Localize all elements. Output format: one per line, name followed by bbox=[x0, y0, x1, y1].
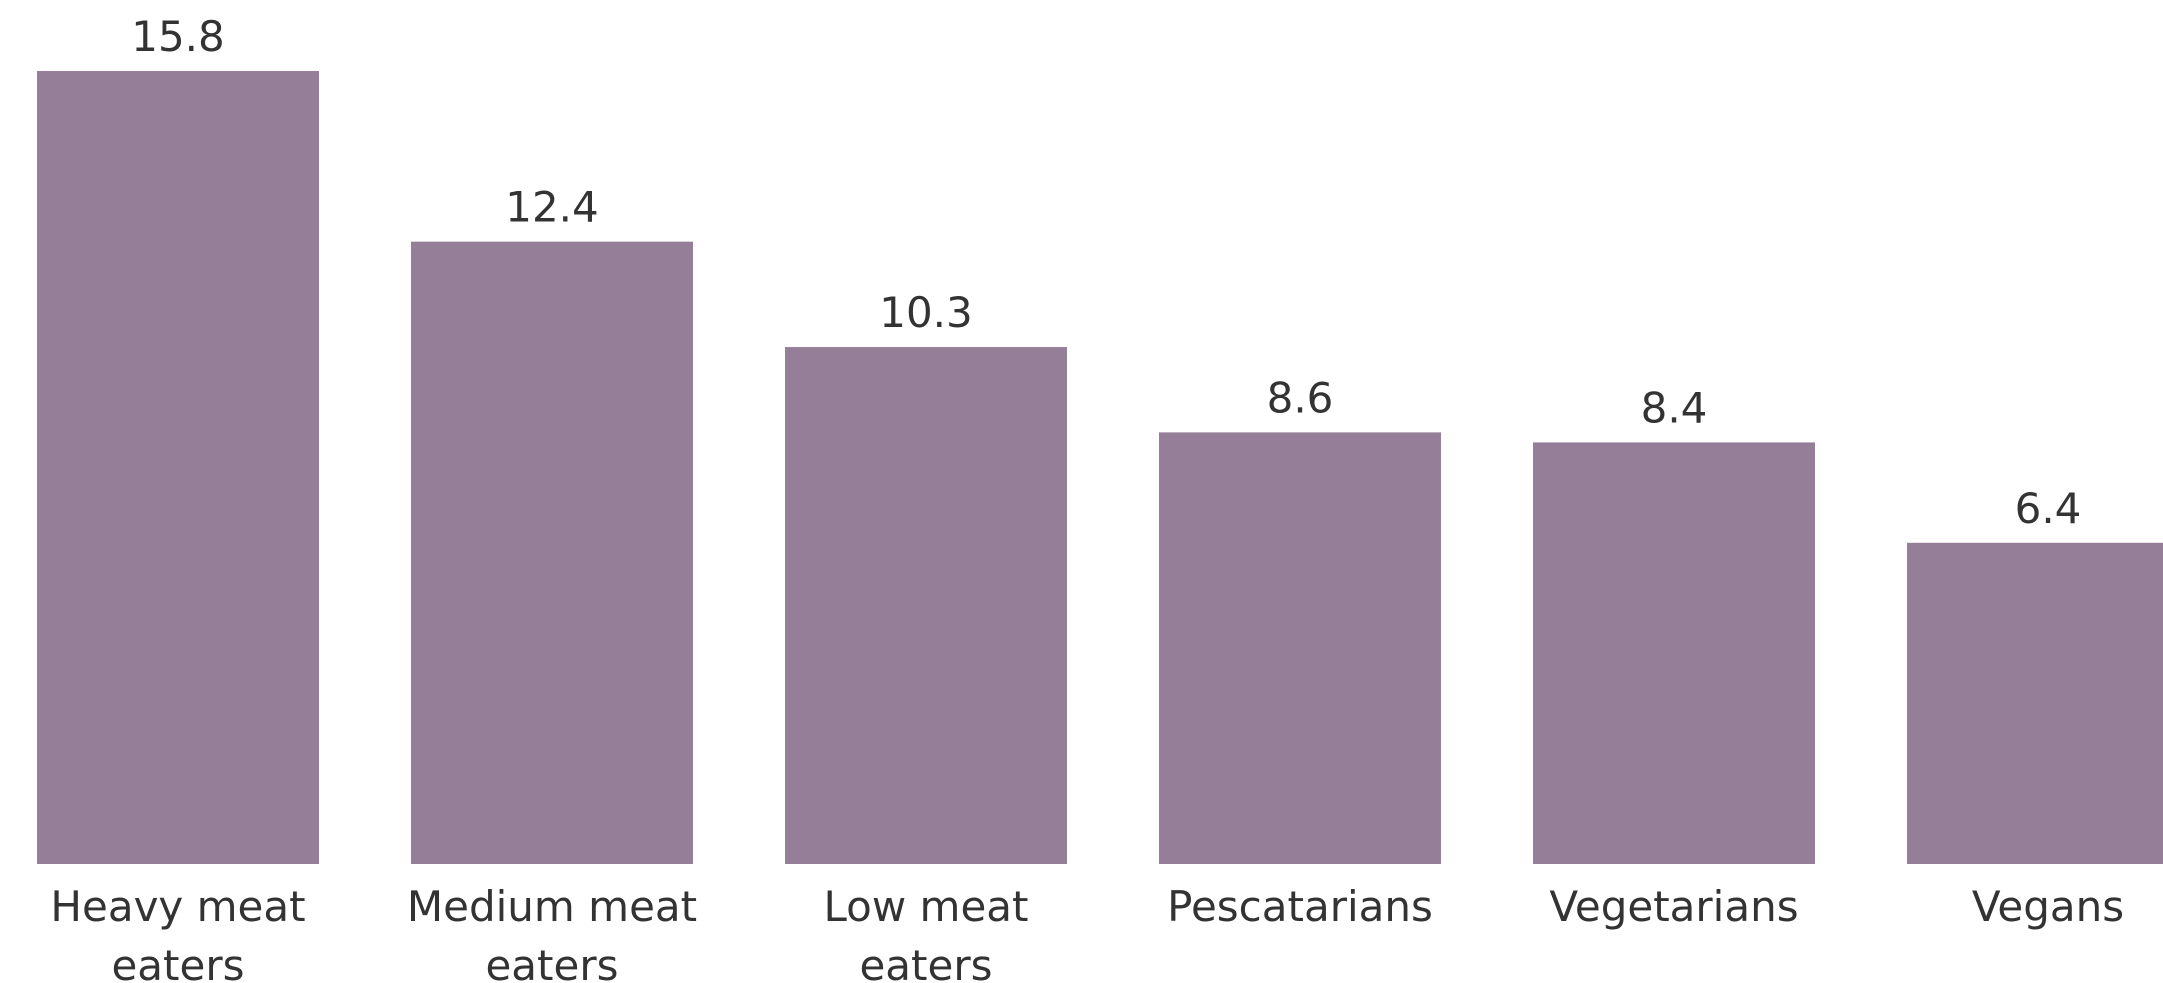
category-label-line: Heavy meat bbox=[50, 882, 305, 931]
category-label: Heavy meat eaters bbox=[50, 882, 305, 983]
value-labels-group: 15.8 12.4 10.3 8.6 8.4 6.4 bbox=[131, 12, 2081, 533]
bar bbox=[37, 71, 319, 864]
bar bbox=[1907, 542, 2163, 864]
category-label: Low meat eaters bbox=[823, 882, 1028, 983]
bar bbox=[1533, 442, 1815, 864]
bar bbox=[1159, 432, 1441, 864]
category-label-line: Low meat bbox=[823, 882, 1028, 931]
category-label: Vegans bbox=[1972, 882, 2124, 931]
bar-value-label: 8.6 bbox=[1267, 373, 1334, 422]
category-label: Pescatarians bbox=[1167, 882, 1433, 931]
category-label-line: Pescatarians bbox=[1167, 882, 1433, 931]
category-label-line: eaters bbox=[859, 941, 992, 983]
bar-value-label: 8.4 bbox=[1641, 383, 1708, 432]
bar-value-label: 12.4 bbox=[505, 183, 599, 232]
category-label-line: eaters bbox=[485, 941, 618, 983]
category-label-line: eaters bbox=[111, 941, 244, 983]
bar-value-label: 6.4 bbox=[2015, 484, 2082, 533]
category-label: Medium meat eaters bbox=[407, 882, 697, 983]
category-label-line: Vegans bbox=[1972, 882, 2124, 931]
bars-group bbox=[37, 71, 2163, 864]
category-label-line: Medium meat bbox=[407, 882, 697, 931]
bar bbox=[411, 241, 693, 864]
category-label: Vegetarians bbox=[1549, 882, 1798, 931]
bar-value-label: 15.8 bbox=[131, 12, 225, 61]
bar bbox=[785, 347, 1067, 864]
category-label-line: Vegetarians bbox=[1549, 882, 1798, 931]
bar-value-label: 10.3 bbox=[879, 288, 973, 337]
